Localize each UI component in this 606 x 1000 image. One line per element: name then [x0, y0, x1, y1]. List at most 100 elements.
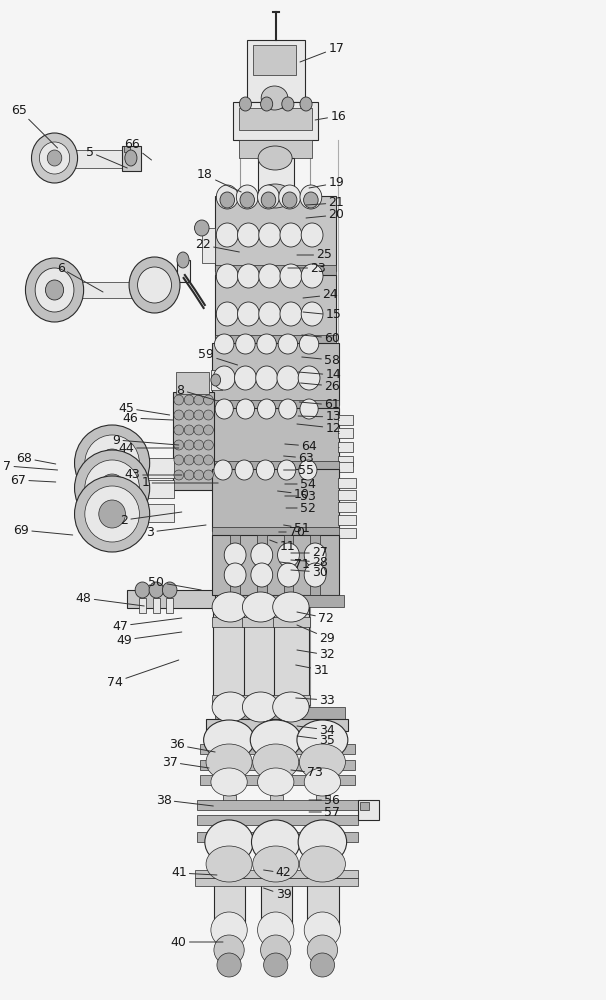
Ellipse shape — [279, 399, 297, 419]
Text: 60: 60 — [302, 332, 340, 344]
Ellipse shape — [204, 440, 213, 450]
Ellipse shape — [278, 460, 296, 480]
Bar — [122, 146, 141, 171]
Ellipse shape — [32, 133, 78, 183]
Ellipse shape — [297, 720, 348, 760]
Text: 57: 57 — [309, 806, 340, 818]
Text: 61: 61 — [299, 398, 340, 412]
Text: 6: 6 — [57, 261, 103, 292]
Bar — [195, 870, 358, 878]
Ellipse shape — [212, 692, 248, 722]
Ellipse shape — [129, 257, 180, 313]
Ellipse shape — [174, 470, 184, 480]
Ellipse shape — [258, 185, 279, 209]
Ellipse shape — [184, 410, 194, 420]
Ellipse shape — [184, 425, 194, 435]
Ellipse shape — [211, 768, 247, 796]
Ellipse shape — [125, 150, 137, 166]
Ellipse shape — [162, 582, 177, 598]
Text: 63: 63 — [284, 452, 314, 464]
Ellipse shape — [204, 410, 213, 420]
Ellipse shape — [300, 185, 322, 209]
Ellipse shape — [184, 440, 194, 450]
Bar — [212, 408, 339, 466]
Bar — [214, 878, 245, 933]
Ellipse shape — [224, 563, 246, 587]
Ellipse shape — [35, 268, 74, 312]
Ellipse shape — [251, 820, 300, 864]
Bar — [215, 196, 336, 271]
Ellipse shape — [184, 470, 194, 480]
Ellipse shape — [99, 449, 125, 477]
Ellipse shape — [206, 744, 252, 780]
Text: 65: 65 — [12, 104, 58, 148]
Text: 42: 42 — [264, 866, 291, 880]
Ellipse shape — [261, 97, 273, 111]
Text: 1: 1 — [142, 477, 218, 489]
Ellipse shape — [235, 366, 256, 390]
Ellipse shape — [304, 192, 318, 208]
Ellipse shape — [298, 366, 320, 390]
Ellipse shape — [195, 220, 209, 236]
Ellipse shape — [216, 302, 238, 326]
Bar — [273, 617, 310, 627]
Ellipse shape — [253, 744, 299, 780]
Text: 41: 41 — [171, 866, 217, 880]
Text: 3: 3 — [147, 525, 206, 538]
Text: 10: 10 — [278, 488, 310, 500]
Ellipse shape — [177, 252, 189, 268]
Text: 19: 19 — [309, 176, 344, 190]
Ellipse shape — [256, 366, 278, 390]
Ellipse shape — [206, 846, 252, 882]
Bar — [338, 415, 353, 425]
Ellipse shape — [299, 846, 345, 882]
Ellipse shape — [217, 953, 241, 977]
Bar — [360, 802, 369, 810]
Text: 11: 11 — [270, 540, 296, 554]
Bar — [233, 102, 318, 140]
Text: 39: 39 — [264, 888, 291, 902]
Text: 40: 40 — [171, 936, 223, 948]
Bar — [200, 744, 355, 754]
Bar — [338, 478, 356, 488]
Bar — [253, 45, 296, 75]
Bar — [212, 343, 339, 405]
Bar — [338, 442, 353, 452]
Ellipse shape — [174, 395, 184, 405]
Text: 31: 31 — [296, 664, 329, 676]
Text: 50: 50 — [148, 576, 201, 590]
Text: 7: 7 — [3, 460, 58, 473]
Ellipse shape — [149, 582, 164, 598]
Ellipse shape — [205, 820, 253, 864]
Ellipse shape — [75, 425, 150, 501]
Text: 23: 23 — [288, 261, 326, 274]
Ellipse shape — [277, 366, 299, 390]
Ellipse shape — [258, 768, 294, 796]
Ellipse shape — [85, 486, 139, 542]
Ellipse shape — [174, 440, 184, 450]
Ellipse shape — [258, 184, 292, 208]
Bar — [197, 800, 358, 810]
Text: 49: 49 — [116, 632, 182, 647]
Ellipse shape — [236, 334, 255, 354]
Ellipse shape — [301, 302, 323, 326]
Bar — [212, 617, 250, 627]
Bar — [247, 40, 305, 102]
Bar — [127, 590, 215, 608]
Bar — [310, 535, 320, 595]
Ellipse shape — [174, 455, 184, 465]
Ellipse shape — [259, 223, 281, 247]
Bar — [242, 695, 280, 705]
Bar — [212, 695, 250, 705]
Ellipse shape — [236, 399, 255, 419]
Text: 21: 21 — [306, 196, 344, 210]
Text: 72: 72 — [297, 611, 334, 624]
Ellipse shape — [279, 185, 301, 209]
Ellipse shape — [224, 543, 246, 567]
Bar — [195, 878, 358, 886]
Bar — [212, 527, 339, 535]
Ellipse shape — [258, 399, 276, 419]
Bar — [338, 502, 356, 512]
Text: 55: 55 — [284, 464, 314, 477]
Ellipse shape — [85, 460, 139, 516]
